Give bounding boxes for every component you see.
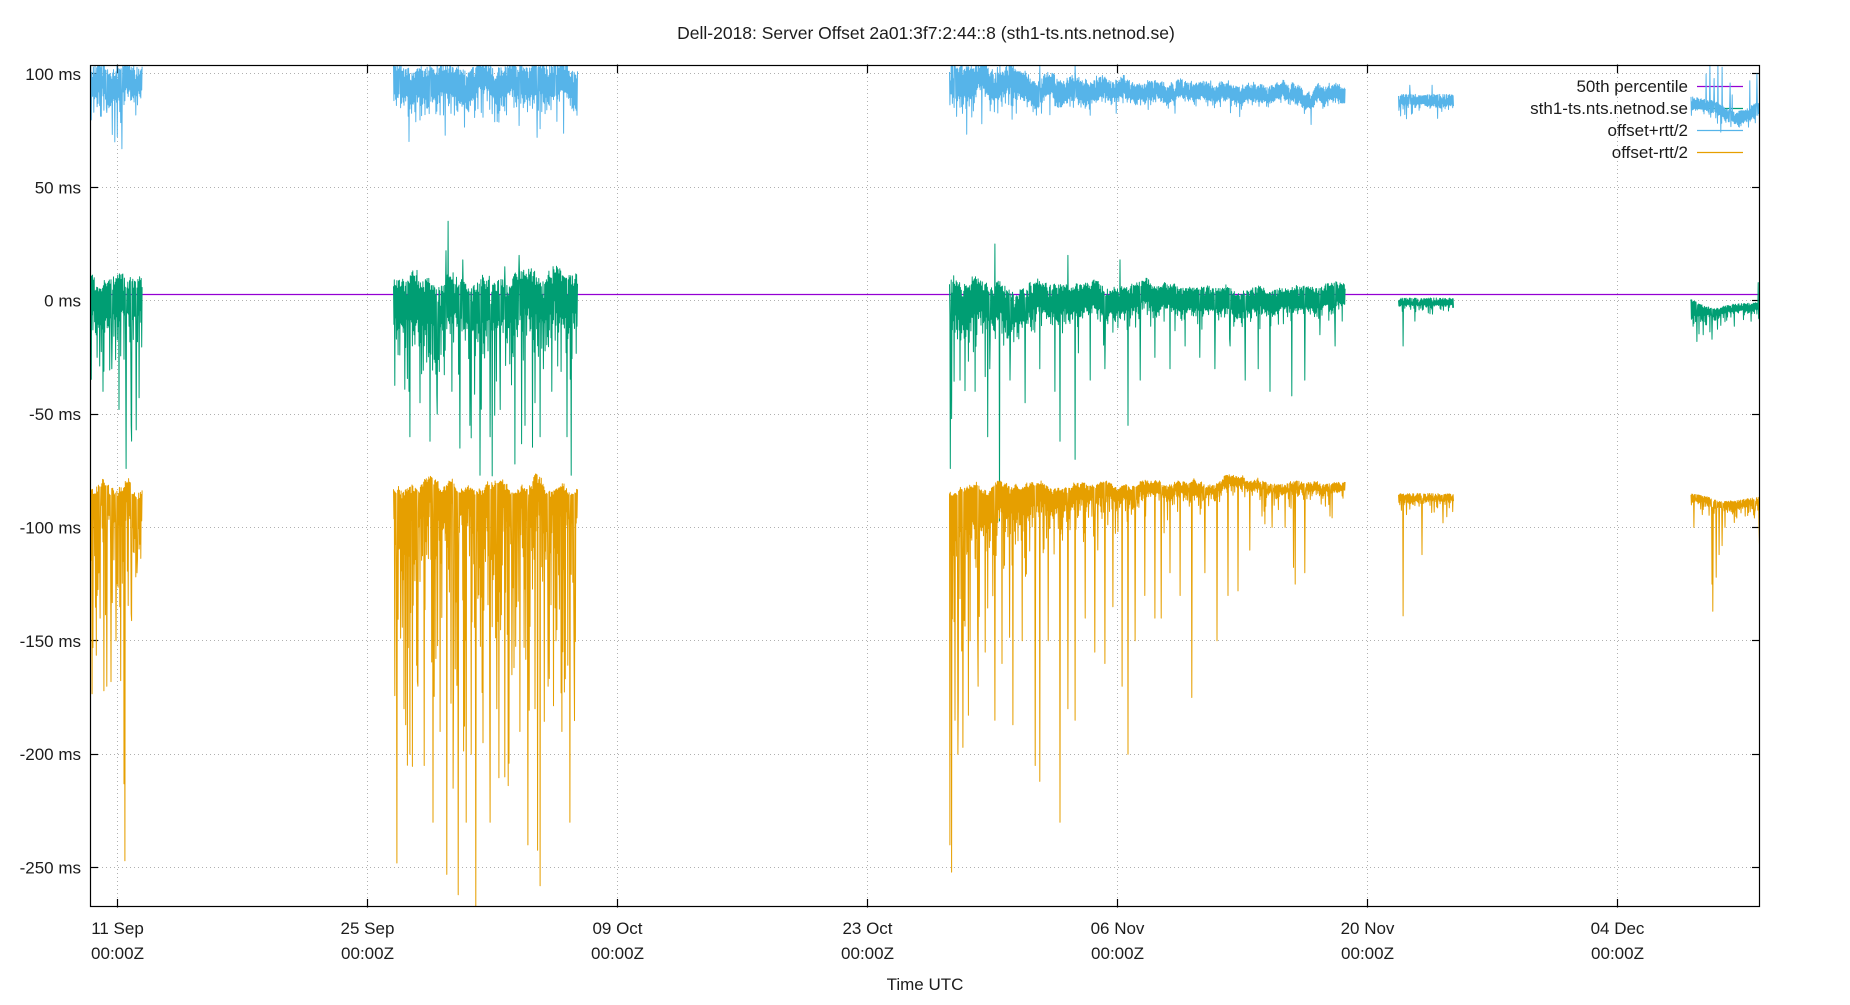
svg-text:00:00Z: 00:00Z	[341, 944, 394, 963]
svg-text:25 Sep: 25 Sep	[341, 919, 395, 938]
svg-text:offset-rtt/2: offset-rtt/2	[1612, 143, 1688, 162]
svg-text:50th percentile: 50th percentile	[1576, 77, 1688, 96]
svg-text:offset+rtt/2: offset+rtt/2	[1608, 121, 1688, 140]
svg-text:-100 ms: -100 ms	[20, 518, 81, 537]
svg-text:00:00Z: 00:00Z	[1591, 944, 1644, 963]
svg-text:11 Sep: 11 Sep	[91, 919, 144, 938]
svg-text:100 ms: 100 ms	[25, 65, 81, 84]
svg-text:20 Nov: 20 Nov	[1341, 919, 1395, 938]
svg-text:00:00Z: 00:00Z	[1091, 944, 1144, 963]
svg-text:09 Oct: 09 Oct	[592, 919, 642, 938]
svg-text:Dell-2018: Server Offset 2a01:: Dell-2018: Server Offset 2a01:3f7:2:44::…	[677, 23, 1175, 43]
svg-text:-200 ms: -200 ms	[20, 745, 81, 764]
svg-text:-50 ms: -50 ms	[29, 405, 81, 424]
svg-text:00:00Z: 00:00Z	[91, 944, 144, 963]
svg-text:Time UTC: Time UTC	[887, 975, 964, 994]
svg-text:sth1-ts.nts.netnod.se: sth1-ts.nts.netnod.se	[1530, 99, 1688, 118]
svg-text:00:00Z: 00:00Z	[841, 944, 894, 963]
svg-text:00:00Z: 00:00Z	[1341, 944, 1394, 963]
svg-text:06 Nov: 06 Nov	[1091, 919, 1145, 938]
svg-text:-150 ms: -150 ms	[20, 632, 81, 651]
svg-text:04 Dec: 04 Dec	[1591, 919, 1645, 938]
svg-text:00:00Z: 00:00Z	[591, 944, 644, 963]
svg-text:-250 ms: -250 ms	[20, 859, 81, 878]
svg-text:0 ms: 0 ms	[44, 292, 81, 311]
svg-text:23 Oct: 23 Oct	[842, 919, 892, 938]
svg-text:50 ms: 50 ms	[35, 178, 81, 197]
